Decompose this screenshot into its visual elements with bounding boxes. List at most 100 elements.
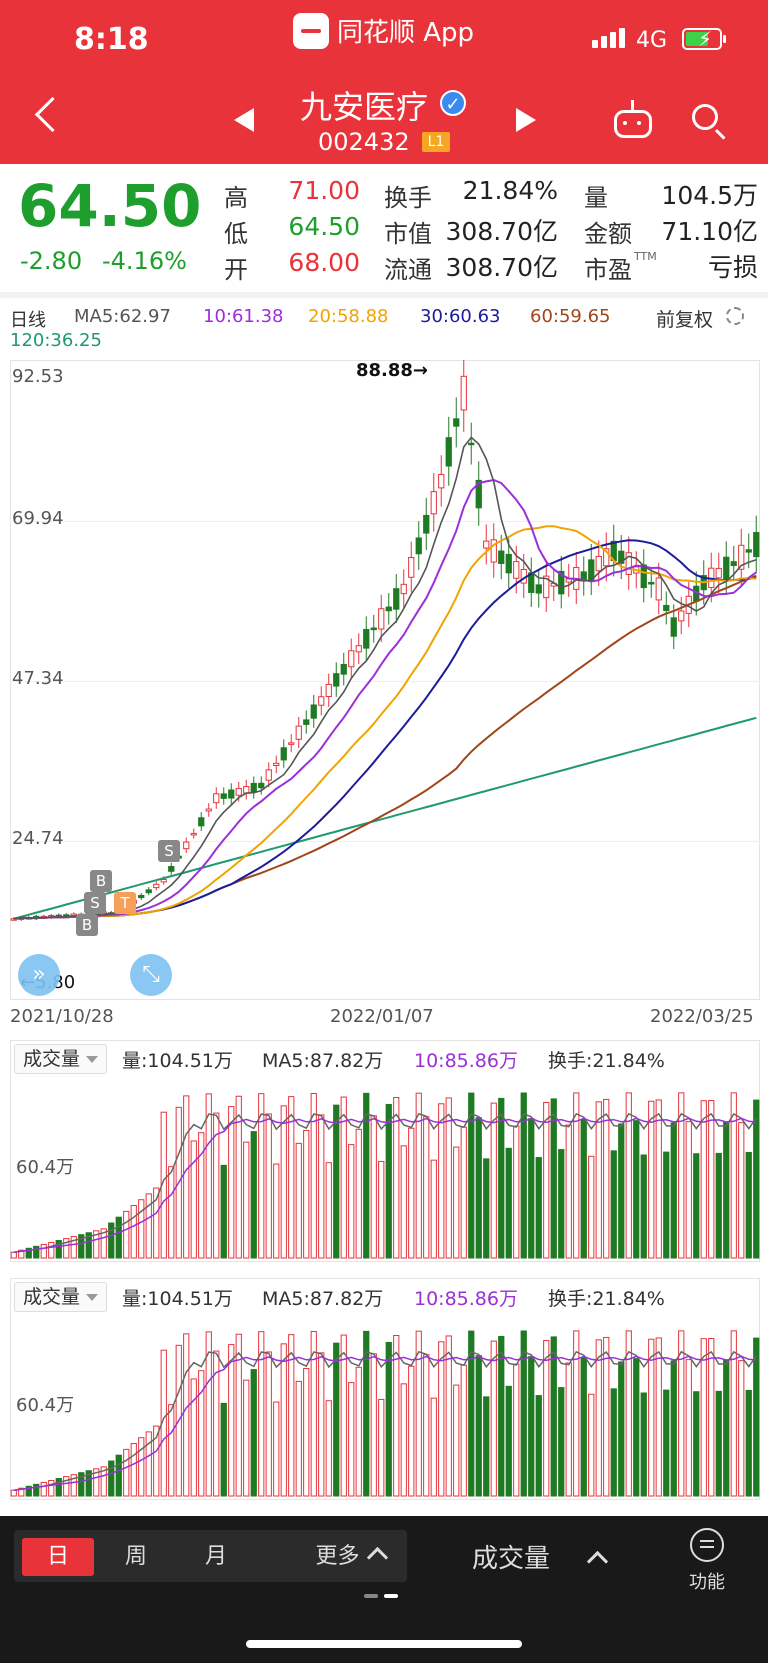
trade-marker-t[interactable]: T xyxy=(114,892,136,914)
back-icon[interactable] xyxy=(34,96,71,133)
candle-body xyxy=(663,604,670,612)
volume-bar xyxy=(648,1100,655,1259)
high-label: 高 xyxy=(224,184,248,212)
volume-bar xyxy=(40,1243,47,1259)
candle-body xyxy=(603,548,610,567)
amount-value: 71.10亿 xyxy=(661,217,758,246)
volume-bar xyxy=(595,1339,602,1497)
volume-bar xyxy=(370,1115,377,1259)
candle-body xyxy=(595,555,602,572)
volume-bar xyxy=(393,1096,400,1259)
trade-marker-b[interactable]: B xyxy=(76,914,98,936)
tab-more[interactable]: 更多 xyxy=(300,1538,400,1576)
volume-value-label: 量:104.51万 xyxy=(122,1288,233,1310)
home-indicator xyxy=(246,1640,522,1648)
volume-bar xyxy=(33,1483,40,1497)
candle-body xyxy=(220,793,227,799)
volume-bar xyxy=(265,1113,272,1259)
volume-panel-2[interactable] xyxy=(10,1278,760,1500)
function-icon[interactable] xyxy=(690,1528,724,1562)
candle-body xyxy=(168,866,175,872)
volume-bar xyxy=(93,1230,100,1259)
search-icon[interactable] xyxy=(692,104,718,130)
tab-week[interactable]: 周 xyxy=(124,1544,147,1569)
volume-value: 104.5万 xyxy=(661,181,758,210)
next-stock-icon[interactable] xyxy=(516,108,536,132)
candle-body xyxy=(723,556,730,581)
volume-bar xyxy=(55,1240,62,1259)
market-cap-label: 市值 xyxy=(384,220,432,248)
y-label-top: 92.53 xyxy=(12,366,64,387)
candle-body xyxy=(655,577,662,601)
candle-body xyxy=(670,617,677,637)
candle-body xyxy=(318,696,325,706)
volume-y-label: 60.4万 xyxy=(16,1395,75,1416)
candle-body xyxy=(498,550,505,564)
candle-body xyxy=(408,557,415,578)
stock-code: 002432 xyxy=(318,128,410,156)
app-badge[interactable]: 同花顺 App xyxy=(293,12,474,49)
candle-body xyxy=(423,514,430,534)
candle-body xyxy=(625,552,632,575)
pe-label: 市盈 TTM xyxy=(584,250,657,284)
robot-icon[interactable] xyxy=(614,110,652,138)
volume-bar xyxy=(520,1330,527,1497)
scroll-left-icon[interactable]: » xyxy=(18,954,60,996)
indicator-selector[interactable]: 成交量 xyxy=(14,1282,108,1312)
volume-bar xyxy=(85,1470,92,1497)
volume-bar xyxy=(535,1395,542,1497)
volume-bar xyxy=(460,1364,467,1497)
candle-body xyxy=(378,608,385,630)
volume-bar xyxy=(475,1117,482,1259)
expand-icon[interactable]: ⤡ xyxy=(130,954,172,996)
function-label[interactable]: 功能 xyxy=(689,1572,725,1593)
indicator-toggle[interactable]: 成交量 xyxy=(472,1538,609,1575)
price-chart[interactable] xyxy=(10,360,760,1000)
caret-down-icon xyxy=(86,1056,99,1063)
volume-bar xyxy=(100,1228,107,1259)
candle-body xyxy=(340,663,347,675)
volume-bar xyxy=(33,1245,40,1259)
tab-day[interactable]: 日 xyxy=(22,1538,94,1576)
volume-bar xyxy=(333,1342,340,1497)
candle-body xyxy=(243,786,250,794)
volume-bar xyxy=(738,1360,745,1497)
volume-bar xyxy=(708,1338,715,1497)
candle-body xyxy=(273,762,280,767)
volume-bar xyxy=(318,1114,325,1259)
trade-marker-s[interactable]: S xyxy=(158,840,180,862)
volume-bar xyxy=(408,1365,415,1497)
candle-body xyxy=(400,583,407,595)
volume-bar xyxy=(753,1099,760,1259)
signal-icon xyxy=(592,28,625,48)
candle-body xyxy=(738,544,745,570)
volume-bar xyxy=(340,1334,347,1497)
market-cap-value: 308.70亿 xyxy=(445,217,558,246)
candle-body xyxy=(513,561,520,579)
app-logo-icon xyxy=(293,12,329,49)
candle-body xyxy=(490,539,497,563)
volume-panel-1[interactable] xyxy=(10,1040,760,1262)
stock-name: 九安医疗 xyxy=(300,88,429,126)
volume-bar xyxy=(93,1468,100,1497)
volume-bar xyxy=(48,1241,55,1259)
prev-stock-icon[interactable] xyxy=(234,108,254,132)
candle-body xyxy=(288,742,295,745)
tab-month[interactable]: 月 xyxy=(204,1544,227,1569)
candle-body xyxy=(618,550,625,564)
volume-bar xyxy=(100,1466,107,1497)
volume-bar xyxy=(408,1127,415,1259)
volume-bar xyxy=(558,1387,565,1497)
indicator-selector[interactable]: 成交量 xyxy=(14,1044,108,1074)
volume-bar xyxy=(303,1129,310,1259)
candle-body xyxy=(535,584,542,594)
adjust-selector[interactable]: 前复权 xyxy=(656,309,714,331)
candle-body xyxy=(385,606,392,612)
volume-bar xyxy=(190,1140,197,1259)
trade-marker-s[interactable]: S xyxy=(84,892,106,914)
volume-bar xyxy=(498,1335,505,1497)
volume-bar xyxy=(18,1249,25,1259)
volume-ma10-label: 10:85.86万 xyxy=(414,1050,518,1072)
trade-marker-b[interactable]: B xyxy=(90,870,112,892)
gear-icon[interactable] xyxy=(726,307,744,325)
